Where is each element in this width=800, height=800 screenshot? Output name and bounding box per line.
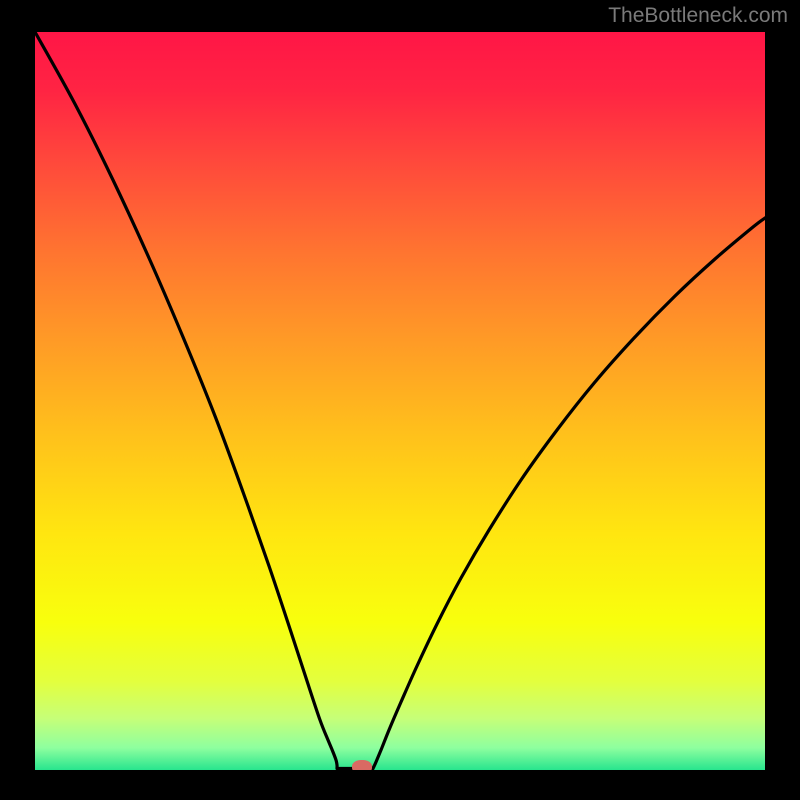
optimal-point-marker xyxy=(352,760,372,770)
chart-plot-area xyxy=(35,32,765,770)
curve-path xyxy=(35,32,765,769)
watermark-text: TheBottleneck.com xyxy=(608,4,788,28)
bottleneck-curve xyxy=(35,32,765,770)
